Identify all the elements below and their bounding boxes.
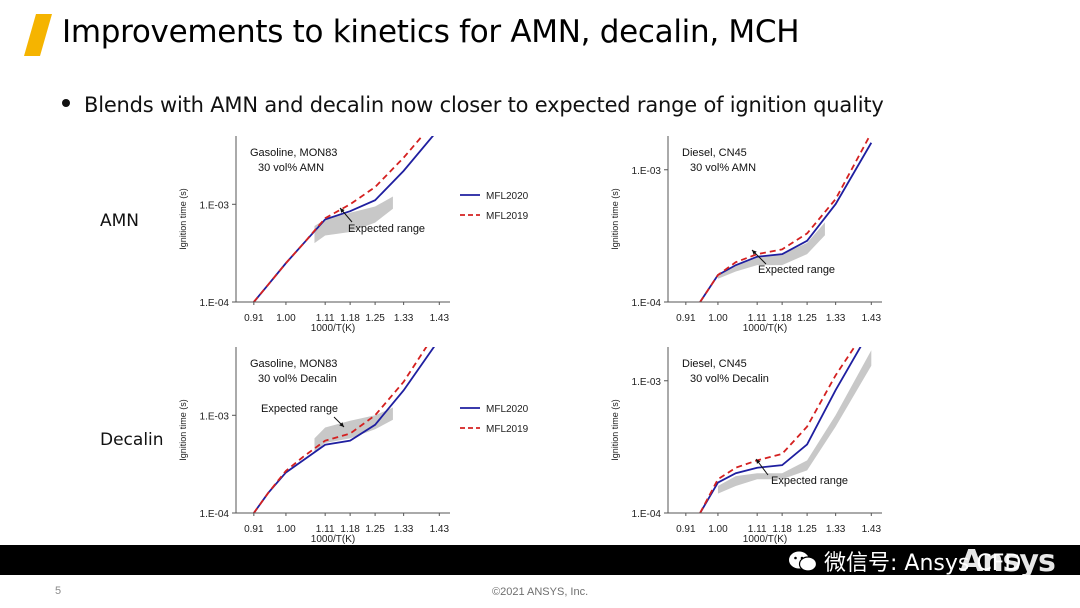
x-tick-label: 1.25 <box>365 524 385 535</box>
x-axis-label: 1000/T(K) <box>743 323 787 334</box>
x-axis-label: 1000/T(K) <box>311 323 355 334</box>
accent-slash-shape <box>24 14 52 56</box>
expected-range-label: Expected range <box>348 223 425 235</box>
x-tick-label: 1.00 <box>276 313 296 324</box>
x-tick-label: 1.43 <box>430 524 450 535</box>
chart-subtitle: 30 vol% AMN <box>690 162 756 174</box>
chart-4: 1.E-04 1.E-03 0.91 1.00 1.11 1.18 1.25 1.33 1.43… <box>610 347 882 545</box>
x-tick-label: 1.00 <box>708 524 728 535</box>
ansys-logo: Ansys <box>960 544 1056 579</box>
x-tick-label: 1.43 <box>862 524 882 535</box>
x-axis-label: 1000/T(K) <box>311 534 355 545</box>
expected-range-label: Expected range <box>758 264 835 276</box>
y-axis-label: Ignition time (s) <box>178 399 188 461</box>
series-line-mfl2019 <box>699 347 856 513</box>
bullet-dot-icon <box>62 99 70 107</box>
y-tick-label: 1.E-03 <box>632 166 662 177</box>
chart-subtitle: 30 vol% Decalin <box>258 373 337 385</box>
x-tick-label: 1.25 <box>365 313 385 324</box>
chart-3: 1.E-04 1.E-03 0.91 1.00 1.11 1.18 1.25 1.33 1.43… <box>178 347 529 545</box>
x-tick-label: 1.00 <box>708 313 728 324</box>
y-axis-label: Ignition time (s) <box>178 188 188 250</box>
expected-range-band <box>717 222 825 279</box>
bullet-point: Blends with AMN and decalin now closer t… <box>62 93 884 117</box>
chart-subtitle: 30 vol% Decalin <box>690 373 769 385</box>
wechat-watermark: 微信号: Ansys CFD <box>788 546 1021 576</box>
x-tick-label: 0.91 <box>244 524 264 535</box>
legend-label-mfl2020: MFL2020 <box>486 191 529 202</box>
x-tick-label: 1.11 <box>316 524 335 535</box>
row-label-decalin: Decalin <box>100 430 164 450</box>
x-tick-label: 1.33 <box>394 313 414 324</box>
y-axis-label: Ignition time (s) <box>610 188 620 250</box>
expected-range-band <box>717 350 872 494</box>
expected-range-label: Expected range <box>771 475 848 487</box>
expected-range-band <box>314 407 393 453</box>
series-line-mfl2019 <box>253 347 428 513</box>
x-tick-label: 0.91 <box>676 524 696 535</box>
x-tick-label: 1.25 <box>797 524 817 535</box>
y-tick-label: 1.E-04 <box>632 509 662 520</box>
x-axis-label: 1000/T(K) <box>743 534 787 545</box>
legend-label-mfl2019: MFL2019 <box>486 211 529 222</box>
y-tick-label: 1.E-04 <box>200 298 230 309</box>
x-tick-label: 0.91 <box>676 313 696 324</box>
page-number: 5 <box>55 585 62 597</box>
x-tick-label: 1.25 <box>797 313 817 324</box>
y-tick-label: 1.E-04 <box>200 509 230 520</box>
y-tick-label: 1.E-03 <box>200 200 230 211</box>
x-tick-label: 1.11 <box>316 313 335 324</box>
annotation-arrowhead <box>756 459 761 464</box>
annotation-arrowhead <box>752 250 757 255</box>
accent-slash-logo <box>24 14 52 56</box>
bottom-bar <box>0 545 1080 575</box>
x-tick-label: 1.00 <box>276 524 296 535</box>
wechat-icon <box>789 551 818 572</box>
bullet-text: Blends with AMN and decalin now closer t… <box>84 93 884 117</box>
expected-range-band <box>314 196 393 244</box>
x-tick-label: 1.43 <box>862 313 882 324</box>
y-tick-label: 1.E-03 <box>200 411 230 422</box>
annotation-arrowhead <box>339 422 344 427</box>
x-tick-label: 1.11 <box>748 524 767 535</box>
x-tick-label: 1.33 <box>826 313 846 324</box>
chart-title: Diesel, CN45 <box>682 358 747 370</box>
x-tick-label: 1.18 <box>772 524 792 535</box>
y-tick-label: 1.E-03 <box>632 377 662 388</box>
legend: MFL2020 MFL2019 <box>460 191 529 222</box>
x-tick-label: 1.18 <box>340 524 360 535</box>
x-tick-label: 1.33 <box>826 524 846 535</box>
watermark-text: 微信号: Ansys CFD <box>824 551 1022 576</box>
expected-range-label: Expected range <box>261 403 338 415</box>
annotation-arrowhead <box>340 208 345 213</box>
series-line-mfl2020 <box>699 347 862 513</box>
series-line-mfl2019 <box>253 136 424 302</box>
row-label-amn: AMN <box>100 211 140 231</box>
x-tick-label: 1.33 <box>394 524 414 535</box>
legend: MFL2020 MFL2019 <box>460 404 529 435</box>
x-tick-label: 1.43 <box>430 313 450 324</box>
x-tick-label: 1.18 <box>772 313 792 324</box>
chart-title: Gasoline, MON83 <box>250 358 337 370</box>
x-tick-label: 1.11 <box>748 313 767 324</box>
y-tick-label: 1.E-04 <box>632 298 662 309</box>
copyright: ©2021 ANSYS, Inc. <box>492 586 589 598</box>
legend-label-mfl2019: MFL2019 <box>486 424 529 435</box>
chart-title: Diesel, CN45 <box>682 147 747 159</box>
x-tick-label: 1.18 <box>340 313 360 324</box>
slide-title: Improvements to kinetics for AMN, decali… <box>62 14 800 50</box>
x-tick-label: 0.91 <box>244 313 264 324</box>
chart-subtitle: 30 vol% AMN <box>258 162 324 174</box>
y-axis-label: Ignition time (s) <box>610 399 620 461</box>
chart-2: 1.E-04 1.E-03 0.91 1.00 1.11 1.18 1.25 1.33 1.43… <box>610 136 882 334</box>
chart-title: Gasoline, MON83 <box>250 147 337 159</box>
chart-1: 1.E-04 1.E-03 0.91 1.00 1.11 1.18 1.25 1.33 1.43… <box>178 136 529 334</box>
legend-label-mfl2020: MFL2020 <box>486 404 529 415</box>
